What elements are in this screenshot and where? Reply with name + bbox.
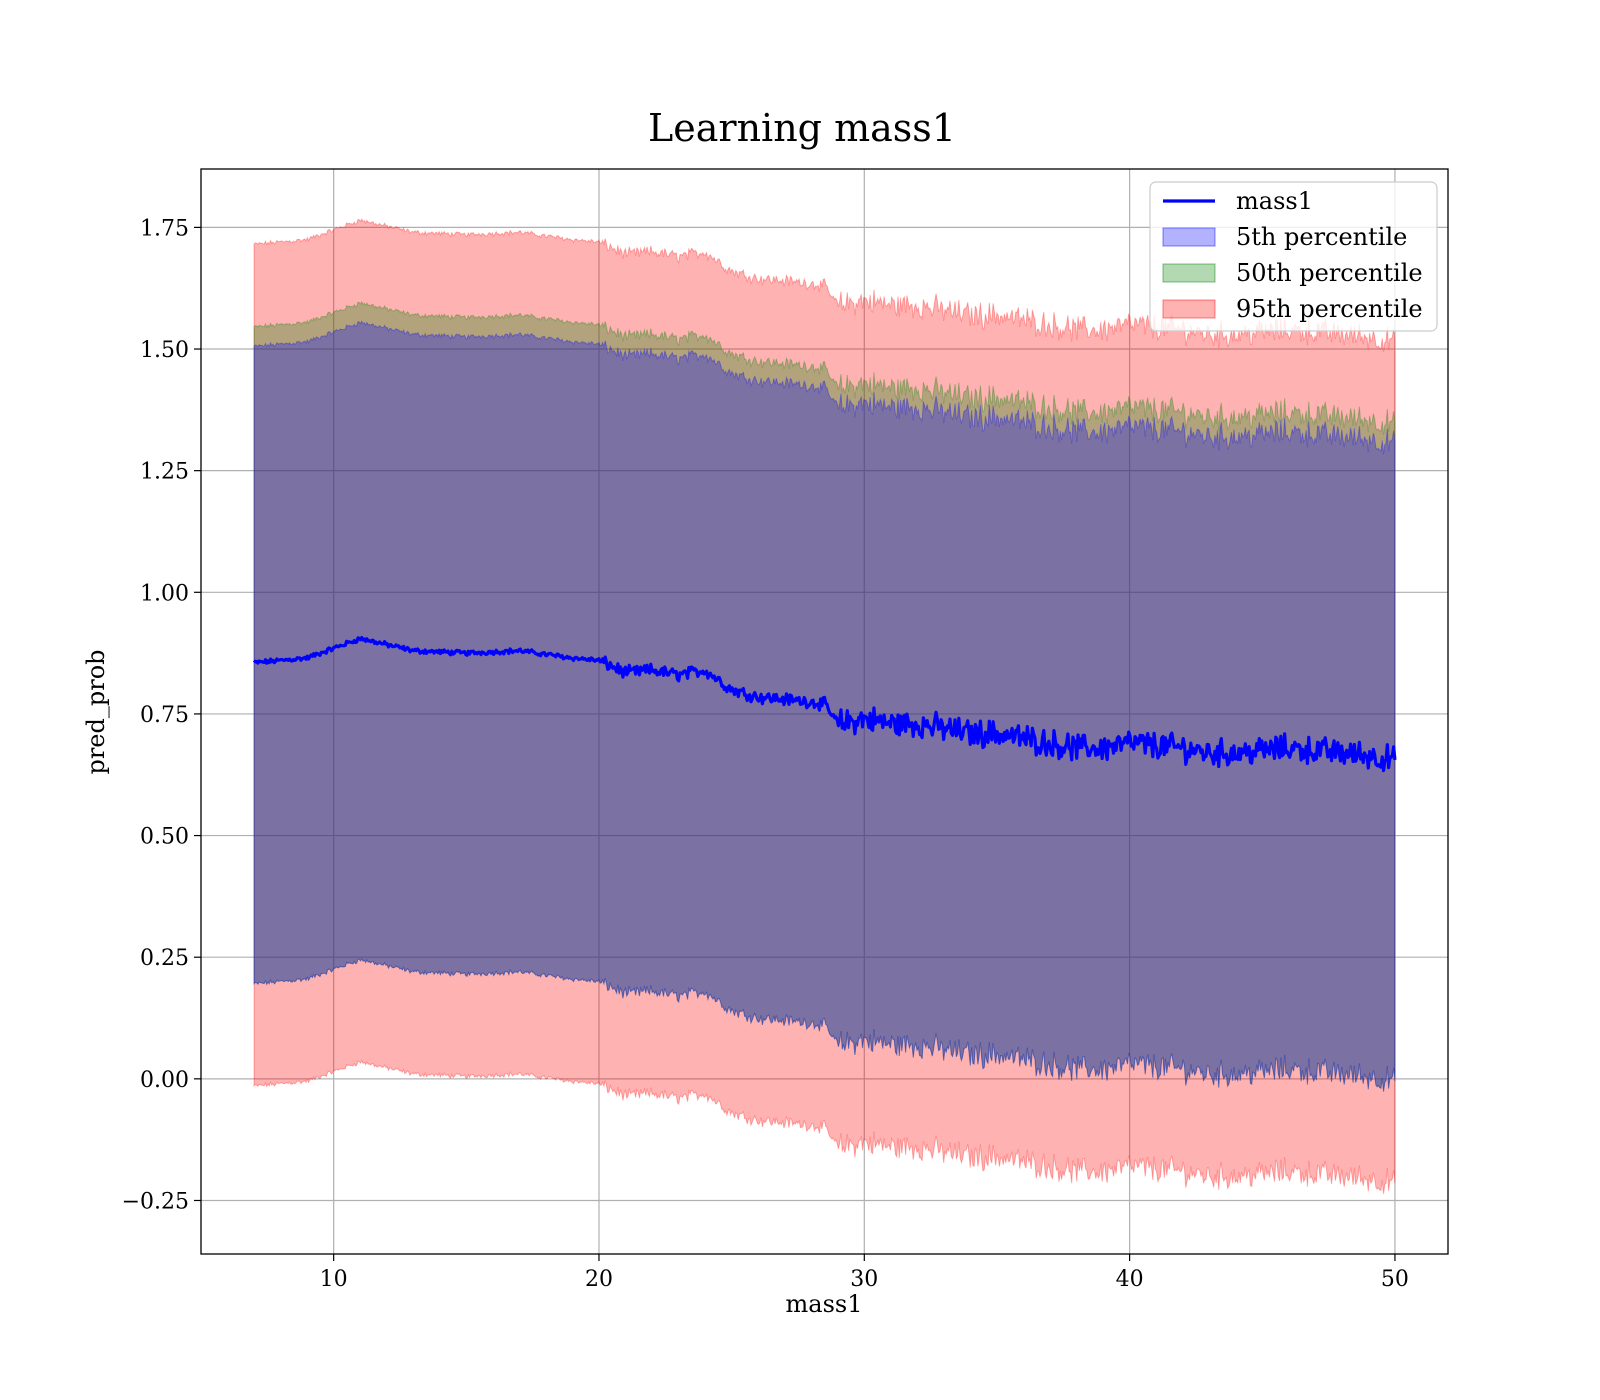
x-tick-label: 20 [585,1267,613,1292]
x-axis-label: mass1 [786,1290,863,1318]
band-95th-percentile [253,218,1396,1194]
chart-title: Learning mass1 [648,106,956,150]
legend-box [1149,181,1438,332]
x-tick-label: 50 [1381,1267,1409,1292]
x-axis-ticks: 10 20 30 40 50 [320,1254,1409,1292]
series-line-mass1 [252,636,1397,773]
legend: mass1 5th percentile 50th percentile 95th p… [1149,181,1438,332]
x-tick-label: 30 [850,1267,878,1292]
y-axis-label: pred_prob [82,649,110,774]
y-tick-label: 0.50 [140,825,189,850]
legend-label-mass1: mass1 [1236,187,1313,215]
legend-swatch-95th-percentile [1162,299,1216,319]
y-tick-label: 1.00 [140,581,189,606]
legend-label-50th-percentile: 50th percentile [1236,259,1423,287]
y-tick-label: 1.50 [140,338,189,363]
y-tick-label: 0.00 [140,1068,189,1093]
band-5th-percentile [253,320,1396,1092]
series-line-layer [252,636,1397,773]
y-tick-label: 0.25 [140,946,189,971]
plot-frame [200,168,1449,1255]
x-tick-label: 10 [320,1267,348,1292]
legend-swatch-5th-percentile [1162,227,1216,247]
y-tick-label: 0.75 [140,703,189,728]
legend-label-95th-percentile: 95th percentile [1236,295,1423,323]
y-tick-label: 1.25 [140,460,189,485]
y-tick-label: −0.25 [122,1189,189,1214]
y-axis-ticks: −0.25 0.00 0.25 0.50 0.75 1.00 1.25 1.50 1.75 [122,216,201,1214]
legend-swatch-50th-percentile [1162,263,1216,283]
legend-label-5th-percentile: 5th percentile [1236,223,1407,251]
y-tick-label: 1.75 [140,216,189,241]
x-tick-label: 40 [1116,1267,1144,1292]
percentile-bands [253,218,1396,1194]
